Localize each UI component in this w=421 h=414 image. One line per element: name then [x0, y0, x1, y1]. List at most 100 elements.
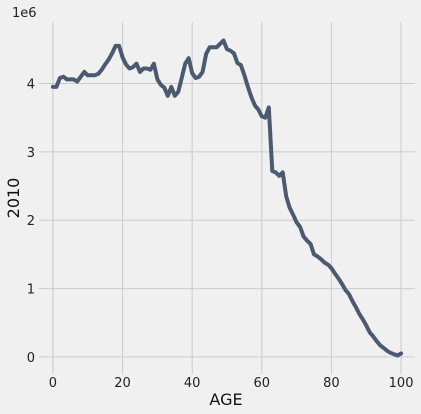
data-point	[122, 56, 124, 59]
data-point	[132, 66, 134, 68]
data-point	[323, 262, 326, 264]
y-offset-label: 1e6	[12, 6, 37, 21]
data-point	[254, 104, 256, 106]
data-point	[226, 48, 228, 50]
data-point	[292, 214, 294, 216]
data-point	[205, 53, 207, 55]
data-point	[271, 170, 273, 172]
x-tick-label: 80	[323, 376, 340, 391]
data-point	[327, 264, 329, 266]
data-point	[233, 52, 235, 55]
data-point	[181, 77, 183, 79]
data-point	[358, 313, 360, 315]
y-tick-label: 3	[27, 146, 35, 161]
data-point	[76, 80, 78, 83]
y-tick-label: 4	[27, 78, 35, 93]
data-point	[257, 108, 259, 111]
data-point	[247, 86, 249, 88]
x-tick-label: 40	[184, 376, 201, 391]
data-point	[337, 277, 339, 279]
data-point	[139, 71, 141, 73]
data-point	[229, 50, 232, 52]
data-point	[156, 78, 158, 80]
data-point	[219, 43, 221, 45]
data-point	[184, 63, 186, 65]
data-point	[341, 283, 343, 285]
data-point	[118, 45, 120, 47]
data-point	[128, 67, 131, 70]
data-point	[365, 324, 367, 327]
data-point	[73, 78, 75, 80]
data-point	[250, 96, 252, 98]
tick-labels: 0 20 40 60 80 100 0 1 2 3 4	[27, 78, 414, 391]
data-point	[222, 39, 225, 42]
data-point	[188, 57, 190, 59]
data-point	[66, 78, 68, 80]
data-point	[212, 46, 214, 48]
data-point	[386, 350, 388, 352]
data-point	[330, 267, 332, 269]
data-point	[344, 289, 346, 291]
data-point	[334, 272, 336, 275]
data-point	[320, 258, 322, 260]
data-point	[390, 352, 392, 354]
data-point	[191, 72, 193, 74]
series-layer	[50, 38, 404, 358]
data-point	[52, 86, 54, 88]
data-point	[125, 63, 127, 65]
data-point	[104, 63, 106, 65]
data-point	[97, 73, 99, 75]
data-point	[310, 243, 312, 245]
data-point	[170, 86, 172, 88]
data-point	[142, 67, 144, 70]
data-point	[282, 171, 284, 173]
x-tick-label: 0	[49, 376, 57, 391]
data-point	[268, 106, 270, 108]
data-point	[306, 240, 308, 242]
data-point	[296, 221, 298, 223]
data-point	[198, 76, 200, 78]
data-point	[135, 63, 138, 65]
data-point	[69, 78, 71, 80]
data-point	[80, 76, 82, 78]
data-point	[351, 300, 353, 302]
data-point	[108, 59, 110, 61]
data-point	[275, 171, 277, 173]
data-point	[195, 77, 197, 79]
data-point	[372, 335, 374, 337]
data-point	[376, 340, 378, 342]
data-point	[62, 76, 64, 78]
x-axis-label: AGE	[209, 390, 242, 409]
data-point	[87, 74, 89, 76]
y-tick-label: 1	[27, 283, 35, 298]
y-axis-label: 2010	[4, 178, 23, 219]
x-tick-label: 60	[254, 376, 271, 391]
data-point	[348, 293, 350, 295]
data-point	[316, 255, 319, 257]
data-point	[94, 74, 96, 76]
data-point	[202, 71, 204, 73]
data-point	[299, 226, 301, 228]
data-point	[303, 236, 305, 238]
data-point	[216, 46, 218, 48]
data-point	[278, 175, 280, 177]
data-point	[59, 77, 61, 79]
data-point	[146, 67, 148, 70]
x-tick-label: 100	[389, 376, 414, 391]
data-point	[393, 353, 395, 355]
data-point	[101, 69, 103, 71]
data-point	[400, 352, 402, 355]
data-point	[149, 69, 151, 71]
data-point	[174, 95, 176, 97]
data-point	[111, 52, 113, 55]
data-point	[240, 64, 242, 66]
x-tick-label: 20	[114, 376, 131, 391]
data-point	[379, 344, 381, 346]
data-point	[153, 63, 155, 65]
data-point	[397, 354, 399, 357]
data-point	[243, 74, 245, 76]
data-point	[115, 45, 117, 47]
data-point	[355, 306, 357, 308]
